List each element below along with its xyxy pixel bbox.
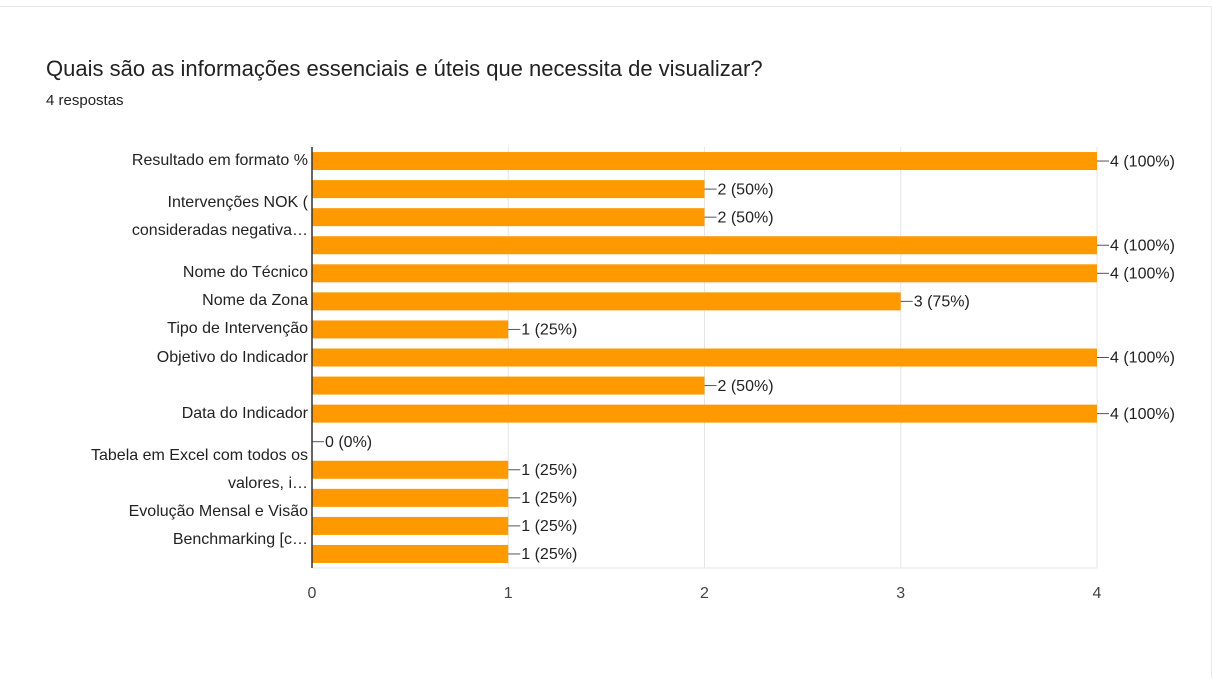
y-tick-label: Data do Indicador <box>181 404 308 422</box>
y-tick-label: Resultado em formato % <box>131 152 308 170</box>
bar <box>312 516 509 535</box>
x-tick-label: 2 <box>700 585 709 602</box>
bar <box>312 404 1097 423</box>
value-label: 4 (100%) <box>1110 406 1175 423</box>
bar <box>312 376 705 395</box>
value-label: 4 (100%) <box>1110 237 1175 254</box>
value-label: 1 (25%) <box>521 322 577 339</box>
y-tick-label: Evolução Mensal e Visão Benchmarking [c… <box>128 502 308 548</box>
bar <box>312 320 509 339</box>
card <box>0 6 1212 678</box>
value-label: 1 (25%) <box>521 490 577 507</box>
value-label: 2 (50%) <box>718 181 774 198</box>
y-tick-label: Nome da Zona <box>202 292 308 310</box>
value-label: 2 (50%) <box>718 209 774 226</box>
bar <box>312 488 509 507</box>
value-label: 3 (75%) <box>914 294 970 311</box>
value-label: 1 (25%) <box>521 518 577 535</box>
bar <box>312 208 705 227</box>
bar <box>312 292 901 311</box>
x-tick-label: 1 <box>504 585 513 602</box>
value-label: 4 (100%) <box>1110 350 1175 367</box>
value-label: 2 (50%) <box>718 378 774 395</box>
y-tick-label: Intervenções NOK ( consideradas negativa… <box>131 194 308 240</box>
bar <box>312 152 1097 171</box>
chart-title: Quais são as informações essenciais e út… <box>46 56 763 81</box>
value-label: 4 (100%) <box>1110 266 1175 283</box>
y-tick-label: Tabela em Excel com todos os valores, i… <box>91 446 308 492</box>
bar <box>312 460 509 479</box>
bar <box>312 348 1097 367</box>
x-tick-label: 0 <box>308 585 317 602</box>
value-label: 0 (0%) <box>325 434 372 451</box>
bar <box>312 236 1097 255</box>
x-tick-label: 4 <box>1093 585 1102 602</box>
y-tick-label: Objetivo do Indicador <box>156 348 308 366</box>
x-tick-label: 3 <box>896 585 905 602</box>
y-tick-label: Nome do Técnico <box>182 264 308 282</box>
bar <box>312 180 705 199</box>
y-tick-label: Tipo de Intervenção <box>167 320 308 338</box>
bar <box>312 544 509 563</box>
value-label: 1 (25%) <box>521 462 577 479</box>
value-label: 1 (25%) <box>521 546 577 563</box>
value-label: 4 (100%) <box>1110 153 1175 170</box>
bar <box>312 264 1097 283</box>
chart-subtitle: 4 respostas <box>46 92 124 109</box>
